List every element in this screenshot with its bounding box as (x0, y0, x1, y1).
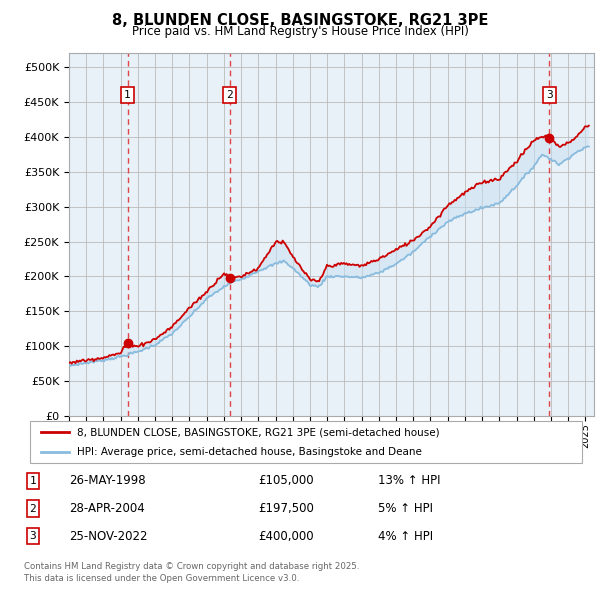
Text: Contains HM Land Registry data © Crown copyright and database right 2025.
This d: Contains HM Land Registry data © Crown c… (24, 562, 359, 583)
Text: Price paid vs. HM Land Registry's House Price Index (HPI): Price paid vs. HM Land Registry's House … (131, 25, 469, 38)
Text: 2: 2 (226, 90, 233, 100)
Text: 13% ↑ HPI: 13% ↑ HPI (378, 474, 440, 487)
Text: 1: 1 (124, 90, 131, 100)
Text: 3: 3 (29, 532, 37, 541)
Text: 1: 1 (29, 476, 37, 486)
Text: £105,000: £105,000 (258, 474, 314, 487)
Text: HPI: Average price, semi-detached house, Basingstoke and Deane: HPI: Average price, semi-detached house,… (77, 447, 422, 457)
Text: 2: 2 (29, 504, 37, 513)
Text: 25-NOV-2022: 25-NOV-2022 (69, 530, 148, 543)
Text: 8, BLUNDEN CLOSE, BASINGSTOKE, RG21 3PE (semi-detached house): 8, BLUNDEN CLOSE, BASINGSTOKE, RG21 3PE … (77, 427, 440, 437)
Text: 5% ↑ HPI: 5% ↑ HPI (378, 502, 433, 515)
Text: 8, BLUNDEN CLOSE, BASINGSTOKE, RG21 3PE: 8, BLUNDEN CLOSE, BASINGSTOKE, RG21 3PE (112, 13, 488, 28)
Text: £197,500: £197,500 (258, 502, 314, 515)
Text: 28-APR-2004: 28-APR-2004 (69, 502, 145, 515)
Text: £400,000: £400,000 (258, 530, 314, 543)
Text: 4% ↑ HPI: 4% ↑ HPI (378, 530, 433, 543)
Text: 26-MAY-1998: 26-MAY-1998 (69, 474, 146, 487)
Text: 3: 3 (546, 90, 553, 100)
